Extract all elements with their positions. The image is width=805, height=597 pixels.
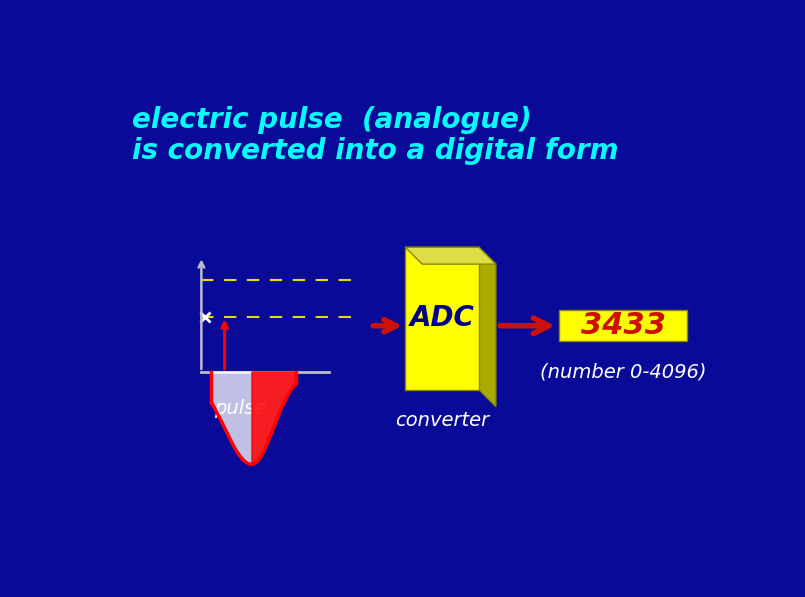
Text: converter: converter [395, 411, 489, 430]
Text: electric pulse  (analogue): electric pulse (analogue) [132, 106, 531, 134]
FancyBboxPatch shape [559, 310, 687, 341]
Polygon shape [405, 247, 496, 264]
Text: 3433: 3433 [581, 311, 666, 340]
Text: ADC: ADC [410, 304, 474, 333]
FancyBboxPatch shape [405, 247, 479, 390]
Text: is converted into a digital form: is converted into a digital form [132, 137, 618, 165]
Text: pulse: pulse [214, 399, 266, 418]
Text: (number 0-4096): (number 0-4096) [540, 363, 707, 381]
Polygon shape [479, 247, 496, 407]
Polygon shape [212, 372, 296, 464]
Polygon shape [252, 372, 296, 464]
